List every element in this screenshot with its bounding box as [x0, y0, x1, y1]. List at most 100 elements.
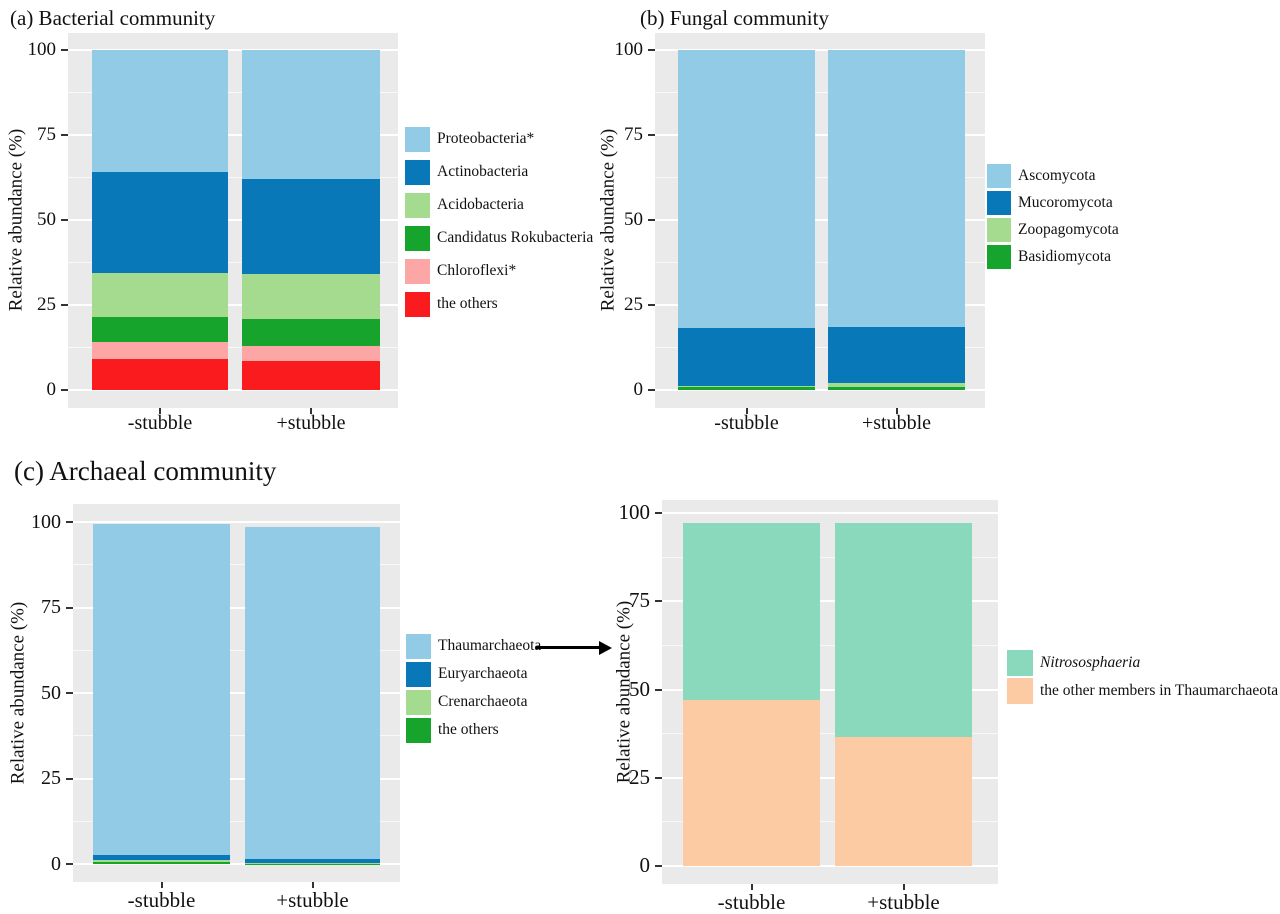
legend-swatch-the-other-members-in-thaumarchaeota: [1007, 678, 1033, 704]
legend-label: Actinobacteria: [437, 163, 529, 181]
segment-thaumarchaeota: [245, 526, 380, 859]
legend-swatch-nitrososphaeria: [1007, 650, 1033, 676]
legend-label: Basidiomycota: [1018, 247, 1111, 265]
segment-candidatus-rokubacteria: [92, 316, 228, 343]
legend-item-the-others: the others: [405, 292, 593, 317]
legend-swatch-acidobacteria: [405, 193, 430, 218]
plot-area: [662, 500, 998, 884]
legend-item-ascomycota: Ascomycota: [987, 164, 1119, 188]
segment-actinobacteria: [92, 172, 228, 273]
legend-swatch-actinobacteria: [405, 160, 430, 185]
x-category-label: +stubble: [861, 412, 932, 434]
segment-acidobacteria: [92, 272, 228, 317]
x-tick-mark: [750, 884, 753, 890]
legend-swatch-the-others: [405, 292, 430, 317]
legend-swatch-basidiomycota: [987, 245, 1011, 269]
legend-label: the others: [437, 295, 498, 313]
y-axis-title: Relative abundance (%): [5, 128, 27, 312]
x-category-label: +stubble: [276, 412, 346, 434]
gridline-minor: [68, 262, 398, 263]
bar-stubble: [245, 526, 380, 864]
segment-euryarchaeota: [245, 858, 380, 863]
legend-swatch-the-others: [406, 718, 431, 743]
legend-swatch-zoopagomycota: [987, 218, 1011, 242]
segment-proteobacteria: [92, 50, 228, 173]
legend-label: Zoopagomycota: [1018, 220, 1119, 238]
segment-the-other-members-in-thaumarchaeota: [683, 700, 820, 866]
plot-area: [655, 33, 985, 408]
gridline-major: [655, 49, 985, 51]
x-tick-mark: [160, 882, 163, 888]
legend-item-crenarchaeota: Crenarchaeota: [406, 690, 541, 715]
y-tick-label: 25: [41, 767, 61, 790]
legend-item-the-others: the others: [406, 718, 541, 743]
segment-basidiomycota: [678, 386, 815, 390]
y-tick-label: 0: [633, 379, 644, 401]
legend-label: Euryarchaeota: [438, 665, 528, 683]
gridline-minor: [655, 262, 985, 263]
y-tick-label: 100: [27, 39, 57, 61]
panel-b-title: (b) Fungal community: [640, 6, 829, 30]
segment-nitrososphaeria: [683, 522, 820, 701]
legend-swatch-thaumarchaeota: [406, 634, 431, 659]
bar-stubble: [828, 50, 965, 390]
segment-chloroflexi: [242, 345, 380, 361]
legend-item-nitrososphaeria: Nitrososphaeria: [1007, 650, 1278, 676]
bar-stubble: [93, 523, 230, 864]
legend-label: Thaumarchaeota: [438, 637, 542, 655]
panel-c-title: (c) Archaeal community: [14, 456, 277, 486]
legend-label: Chloroflexi*: [437, 262, 517, 280]
gridline-major: [68, 49, 398, 51]
segment-euryarchaeota: [93, 855, 230, 860]
legend-label: Acidobacteria: [437, 196, 524, 214]
bar-stubble: [92, 50, 228, 390]
gridline-major: [73, 863, 400, 865]
gridline-major: [655, 134, 985, 136]
gridline-minor: [73, 735, 400, 737]
x-category-label: -stubble: [717, 890, 786, 914]
legend-label: Candidatus Rokubacteria: [437, 229, 594, 247]
gridline-major: [662, 512, 998, 514]
y-tick-label: 75: [624, 124, 643, 146]
x-tick-mark: [159, 408, 161, 414]
x-tick-mark: [902, 884, 905, 890]
legend-label: the other members in Thaumarchaeota: [1040, 681, 1279, 699]
legend: Thaumarchaeota Euryarchaeota Crenarchaeota…: [406, 634, 541, 743]
legend-item-basidiomycota: Basidiomycota: [987, 245, 1119, 269]
legend-label: Crenarchaeota: [438, 693, 528, 711]
y-tick-label: 75: [629, 588, 650, 613]
y-tick-mark: [61, 304, 68, 306]
y-tick-mark: [61, 219, 68, 221]
y-tick-mark: [648, 49, 655, 51]
gridline-major: [73, 777, 400, 780]
segment-crenarchaeota: [245, 862, 380, 864]
gridline-minor: [662, 821, 998, 823]
y-tick-label: 25: [629, 764, 650, 789]
arrow-icon: [536, 646, 602, 649]
legend-item-euryarchaeota: Euryarchaeota: [406, 662, 541, 687]
y-tick-label: 0: [46, 379, 57, 401]
y-tick-label: 25: [37, 294, 56, 316]
gridline-minor: [662, 733, 998, 735]
legend: Ascomycota Mucoromycota Zoopagomycota Basid…: [987, 164, 1119, 269]
y-tick-mark: [61, 389, 68, 391]
y-axis-title: Relative abundance (%): [7, 601, 29, 785]
segment-ascomycota: [678, 50, 815, 328]
x-category-label: +stubble: [276, 888, 349, 912]
gridline-major: [68, 134, 398, 136]
x-tick-mark: [745, 408, 748, 414]
legend-item-mucoromycota: Mucoromycota: [987, 191, 1119, 215]
legend-label: Mucoromycota: [1018, 193, 1113, 211]
segment-the-others: [92, 358, 228, 390]
bar-stubble: [242, 50, 380, 390]
y-tick-mark: [648, 389, 655, 391]
legend-item-chloroflexi: Chloroflexi*: [405, 259, 593, 284]
gridline-major: [655, 389, 985, 391]
gridline-minor: [655, 177, 985, 178]
y-tick-mark: [61, 134, 68, 136]
gridline-minor: [68, 177, 398, 178]
panel-a-title: (a) Bacterial community: [10, 6, 216, 30]
gridline-major: [662, 776, 998, 779]
x-category-label: -stubble: [714, 412, 779, 434]
